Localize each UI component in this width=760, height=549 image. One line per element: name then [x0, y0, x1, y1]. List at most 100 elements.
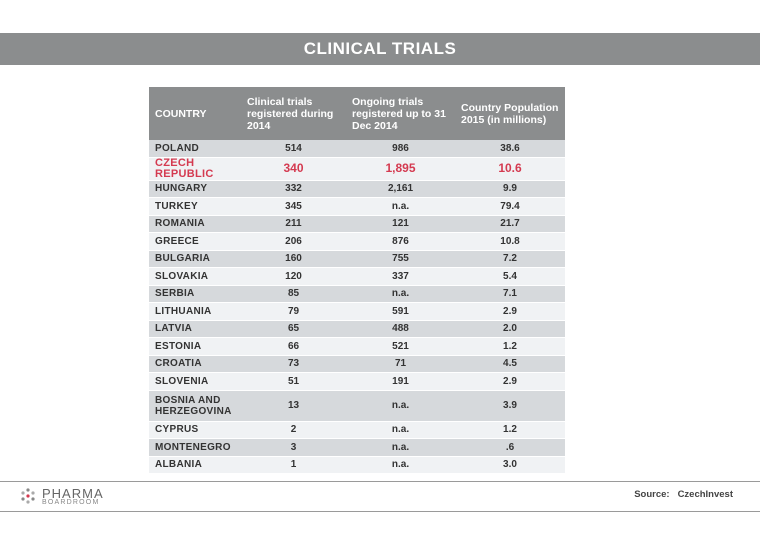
- cell-trials-2014: 514: [241, 140, 346, 158]
- cell-population: 9.9: [455, 180, 565, 198]
- cell-country: BULGARIA: [149, 250, 241, 268]
- table-row: GREECE 206 876 10.8: [149, 232, 565, 251]
- cell-population: 2.9: [455, 372, 565, 391]
- table-row: BULGARIA 160 755 7.2: [149, 250, 565, 268]
- cell-country: GREECE: [149, 232, 241, 251]
- cell-ongoing-trials: 591: [346, 302, 455, 321]
- cell-country: ALBANIA: [149, 456, 241, 474]
- cell-ongoing-trials: 986: [346, 140, 455, 158]
- cell-ongoing-trials: 876: [346, 232, 455, 251]
- cell-trials-2014: 120: [241, 267, 346, 286]
- cell-trials-2014: 13: [241, 390, 346, 422]
- table-row: ESTONIA 66 521 1.2: [149, 337, 565, 356]
- cell-ongoing-trials: n.a.: [346, 197, 455, 216]
- header-country: COUNTRY: [149, 87, 241, 140]
- cell-country: CZECH REPUBLIC: [149, 157, 241, 181]
- cell-population: 1.2: [455, 337, 565, 356]
- cell-trials-2014: 345: [241, 197, 346, 216]
- table-row: POLAND 514 986 38.6: [149, 140, 565, 158]
- cell-country: CYPRUS: [149, 421, 241, 439]
- cell-trials-2014: 340: [241, 157, 346, 181]
- cell-country: MONTENEGRO: [149, 438, 241, 457]
- cell-ongoing-trials: 1,895: [346, 157, 455, 181]
- table-row: BOSNIA AND HERZEGOVINA 13 n.a. 3.9: [149, 390, 565, 422]
- table-row: CYPRUS 2 n.a. 1.2: [149, 421, 565, 439]
- header-ongoing-trials: Ongoing trials registered up to 31 Dec 2…: [346, 87, 455, 140]
- cell-ongoing-trials: 337: [346, 267, 455, 286]
- table-header-row: COUNTRY Clinical trials registered durin…: [149, 87, 565, 140]
- cell-trials-2014: 332: [241, 180, 346, 198]
- cell-country: TURKEY: [149, 197, 241, 216]
- cell-country: POLAND: [149, 140, 241, 158]
- cell-population: 79.4: [455, 197, 565, 216]
- source-label: Source:: [634, 489, 670, 500]
- source-value: CzechInvest: [677, 489, 733, 500]
- cell-population: 2.9: [455, 302, 565, 321]
- cell-ongoing-trials: 191: [346, 372, 455, 391]
- table-row: SERBIA 85 n.a. 7.1: [149, 285, 565, 303]
- cell-trials-2014: 51: [241, 372, 346, 391]
- cell-trials-2014: 1: [241, 456, 346, 474]
- cell-population: 2.0: [455, 320, 565, 338]
- table-row: MONTENEGRO 3 n.a. .6: [149, 438, 565, 457]
- header-trials-2014: Clinical trials registered during 2014: [241, 87, 346, 140]
- table-row: ROMANIA 211 121 21.7: [149, 215, 565, 233]
- cell-population: 4.5: [455, 355, 565, 373]
- cell-country: ROMANIA: [149, 215, 241, 233]
- header-population: Country Population 2015 (in millions): [455, 87, 565, 140]
- cell-ongoing-trials: n.a.: [346, 390, 455, 422]
- cell-population: 3.0: [455, 456, 565, 474]
- cell-trials-2014: 65: [241, 320, 346, 338]
- cell-ongoing-trials: 521: [346, 337, 455, 356]
- cell-country: LITHUANIA: [149, 302, 241, 321]
- clinical-trials-table: COUNTRY Clinical trials registered durin…: [149, 87, 565, 474]
- cell-population: 21.7: [455, 215, 565, 233]
- cell-population: 10.8: [455, 232, 565, 251]
- cell-trials-2014: 2: [241, 421, 346, 439]
- table-row: CZECH REPUBLIC 340 1,895 10.6: [149, 157, 565, 181]
- table-row: LITHUANIA 79 591 2.9: [149, 302, 565, 321]
- cell-population: 10.6: [455, 157, 565, 181]
- table-row: SLOVAKIA 120 337 5.4: [149, 267, 565, 286]
- cell-ongoing-trials: n.a.: [346, 421, 455, 439]
- table-row: LATVIA 65 488 2.0: [149, 320, 565, 338]
- cell-ongoing-trials: n.a.: [346, 456, 455, 474]
- cell-trials-2014: 85: [241, 285, 346, 303]
- cell-population: 3.9: [455, 390, 565, 422]
- cell-population: 38.6: [455, 140, 565, 158]
- cell-ongoing-trials: 488: [346, 320, 455, 338]
- logo-text-main: PHARMA: [42, 486, 104, 501]
- footer-divider-bottom: [0, 511, 760, 512]
- cell-population: 7.2: [455, 250, 565, 268]
- footer-divider-top: [0, 481, 760, 482]
- cell-trials-2014: 79: [241, 302, 346, 321]
- cell-trials-2014: 160: [241, 250, 346, 268]
- cell-ongoing-trials: n.a.: [346, 438, 455, 457]
- cell-country: ESTONIA: [149, 337, 241, 356]
- cell-country: LATVIA: [149, 320, 241, 338]
- cell-country: HUNGARY: [149, 180, 241, 198]
- cell-population: 7.1: [455, 285, 565, 303]
- cell-trials-2014: 66: [241, 337, 346, 356]
- cell-ongoing-trials: 2,161: [346, 180, 455, 198]
- table-row: TURKEY 345 n.a. 79.4: [149, 197, 565, 216]
- table-row: ALBANIA 1 n.a. 3.0: [149, 456, 565, 474]
- pharma-dots-icon: [21, 488, 35, 504]
- logo-text-sub: BOARDROOM: [42, 499, 100, 506]
- cell-population: 1.2: [455, 421, 565, 439]
- table-row: HUNGARY 332 2,161 9.9: [149, 180, 565, 198]
- cell-trials-2014: 211: [241, 215, 346, 233]
- cell-trials-2014: 73: [241, 355, 346, 373]
- cell-country: SERBIA: [149, 285, 241, 303]
- source-note: Source: CzechInvest: [634, 489, 733, 500]
- page-title: CLINICAL TRIALS: [0, 33, 760, 65]
- cell-ongoing-trials: 71: [346, 355, 455, 373]
- table-row: SLOVENIA 51 191 2.9: [149, 372, 565, 391]
- cell-ongoing-trials: 755: [346, 250, 455, 268]
- clinical-trials-table-container: COUNTRY Clinical trials registered durin…: [149, 87, 565, 474]
- cell-country: SLOVAKIA: [149, 267, 241, 286]
- cell-ongoing-trials: 121: [346, 215, 455, 233]
- cell-trials-2014: 3: [241, 438, 346, 457]
- cell-trials-2014: 206: [241, 232, 346, 251]
- cell-country: CROATIA: [149, 355, 241, 373]
